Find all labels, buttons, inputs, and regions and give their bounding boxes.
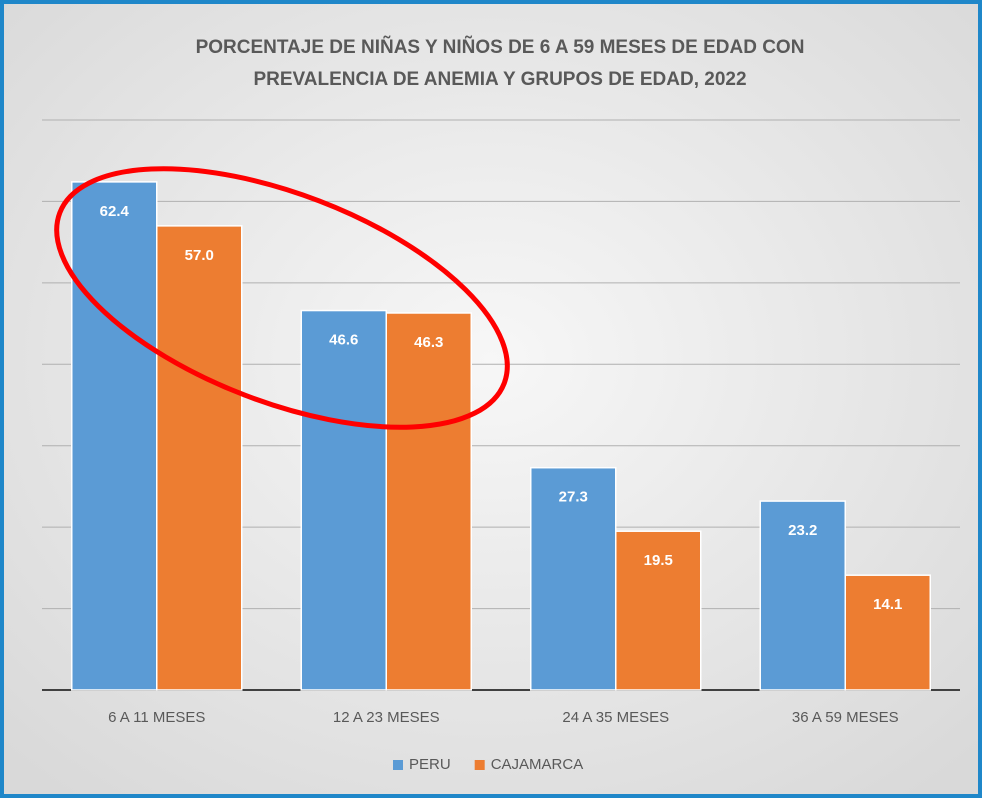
data-label: 14.1 — [873, 596, 902, 613]
chart-title: PORCENTAJE DE NIÑAS Y NIÑOS DE 6 A 59 ME… — [196, 36, 805, 58]
chart-title: PREVALENCIA DE ANEMIA Y GRUPOS DE EDAD, … — [253, 69, 746, 90]
x-tick-label: 36 A 59 MESES — [792, 709, 899, 726]
bar — [615, 530, 702, 691]
bar — [300, 309, 387, 691]
legend-swatch — [474, 760, 485, 770]
legend-swatch — [393, 760, 403, 770]
bar — [156, 225, 243, 691]
bar — [844, 574, 931, 691]
legend-label: PERU — [409, 756, 451, 773]
data-label: 27.3 — [559, 489, 588, 506]
x-tick-label: 24 A 35 MESES — [562, 709, 669, 726]
legend-label: CAJAMARCA — [491, 756, 584, 773]
bar — [71, 181, 158, 691]
highlight-ellipse — [54, 166, 510, 430]
data-label: 62.4 — [100, 203, 130, 220]
data-label: 57.0 — [185, 247, 214, 264]
bar — [385, 312, 472, 691]
data-label: 46.3 — [414, 334, 443, 351]
x-tick-label: 12 A 23 MESES — [333, 709, 440, 726]
data-label: 19.5 — [644, 552, 673, 569]
x-tick-label: 6 A 11 MESES — [108, 709, 205, 726]
bar — [530, 466, 617, 691]
data-label: 46.6 — [329, 332, 358, 349]
bars: 62.4 57.0 46.6 46.3 27.3 19.5 23.2 14.1 — [71, 181, 931, 691]
bar — [759, 500, 846, 691]
data-label: 23.2 — [788, 522, 817, 539]
